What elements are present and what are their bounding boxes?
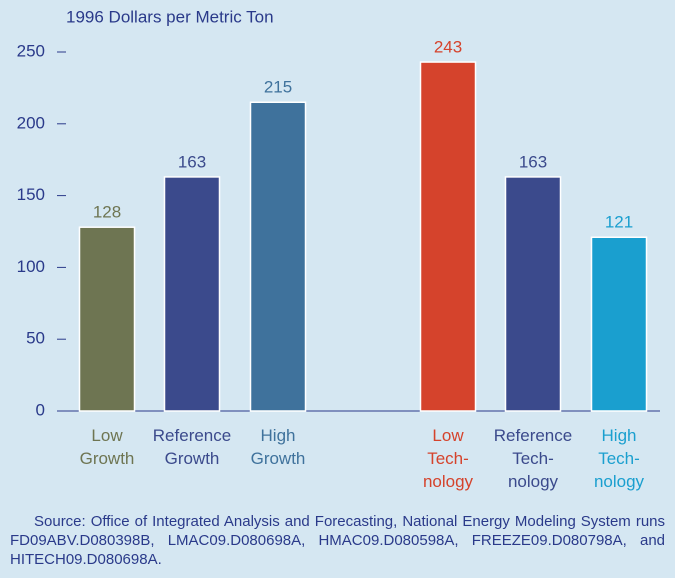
- bar: [590, 236, 648, 412]
- data-label: 128: [93, 203, 121, 222]
- chart-subtitle: 1996 Dollars per Metric Ton: [66, 7, 274, 26]
- x-tick-label: Reference Growth: [153, 426, 231, 468]
- x-tick-label: High Growth: [251, 426, 306, 468]
- bar: [419, 61, 477, 412]
- bar: [78, 226, 136, 412]
- y-tick-label: 100: [17, 257, 45, 276]
- data-label: 243: [434, 38, 462, 57]
- y-tick-label: 250: [17, 41, 45, 60]
- x-tick-label: Low Growth: [80, 426, 135, 468]
- y-tick-label: 50: [26, 329, 45, 348]
- x-tick-label: Low Tech-nology: [423, 426, 474, 491]
- bar: [163, 176, 221, 412]
- y-tick-label: 200: [17, 113, 45, 132]
- bar: [504, 176, 562, 412]
- data-label: 121: [605, 213, 633, 232]
- x-tick-label: Reference Tech-nology: [494, 426, 572, 491]
- x-tick-label: High Tech-nology: [594, 426, 645, 491]
- data-label: 163: [519, 152, 547, 171]
- chart: 1996 Dollars per Metric Ton 0 50 100 150 200…: [17, 7, 660, 491]
- data-label: 215: [264, 78, 292, 97]
- source-note: Source: Office of Integrated Analysis an…: [10, 513, 665, 568]
- y-tick-label: 150: [17, 185, 45, 204]
- y-tick-label: 0: [36, 400, 45, 419]
- data-label: 163: [178, 152, 206, 171]
- bar: [249, 101, 307, 412]
